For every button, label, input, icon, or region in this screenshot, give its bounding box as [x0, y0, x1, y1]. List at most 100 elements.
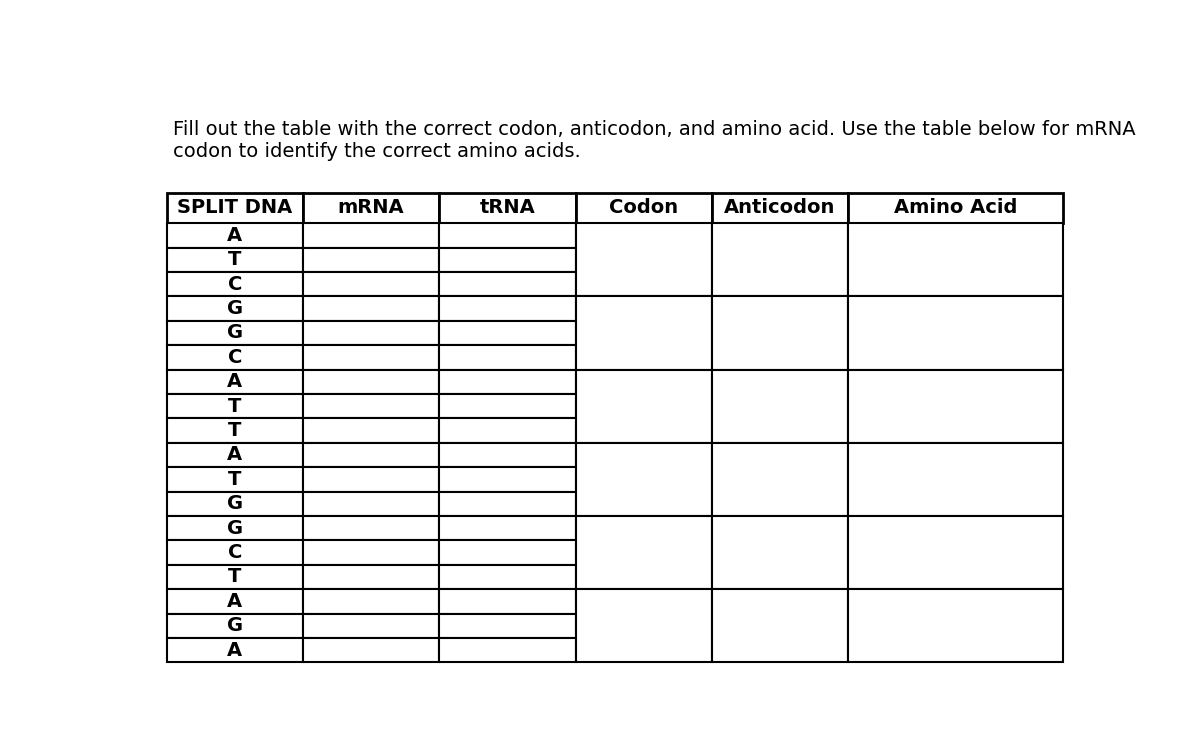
Bar: [712, 296, 848, 370]
Bar: [167, 467, 304, 491]
Bar: [304, 193, 439, 223]
Bar: [167, 272, 304, 296]
Bar: [304, 345, 439, 370]
Bar: [439, 638, 576, 662]
Text: tRNA: tRNA: [480, 198, 535, 218]
Bar: [304, 443, 439, 467]
Text: T: T: [228, 568, 241, 587]
Bar: [439, 589, 576, 614]
Bar: [848, 370, 1063, 443]
Text: G: G: [227, 494, 242, 513]
Bar: [576, 370, 712, 443]
Bar: [439, 345, 576, 370]
Bar: [167, 193, 304, 223]
Bar: [304, 394, 439, 418]
Text: mRNA: mRNA: [338, 198, 404, 218]
Bar: [304, 223, 439, 247]
Bar: [167, 491, 304, 516]
Text: T: T: [228, 397, 241, 416]
Bar: [439, 321, 576, 345]
Bar: [576, 589, 712, 662]
Bar: [304, 565, 439, 589]
Text: Amino Acid: Amino Acid: [894, 198, 1018, 218]
Bar: [439, 394, 576, 418]
Text: A: A: [227, 226, 242, 245]
Bar: [167, 614, 304, 638]
Bar: [576, 516, 712, 589]
Bar: [439, 272, 576, 296]
Bar: [712, 443, 848, 516]
Bar: [712, 516, 848, 589]
Text: G: G: [227, 299, 242, 318]
Text: G: G: [227, 616, 242, 635]
Bar: [439, 491, 576, 516]
Bar: [167, 516, 304, 541]
Bar: [167, 443, 304, 467]
Bar: [167, 394, 304, 418]
Bar: [439, 541, 576, 565]
Bar: [439, 193, 576, 223]
Bar: [848, 193, 1063, 223]
Bar: [712, 193, 848, 223]
Text: A: A: [227, 640, 242, 660]
Bar: [439, 223, 576, 247]
Bar: [439, 614, 576, 638]
Bar: [167, 223, 304, 247]
Bar: [712, 370, 848, 443]
Bar: [167, 589, 304, 614]
Text: SPLIT DNA: SPLIT DNA: [178, 198, 293, 218]
Bar: [167, 418, 304, 443]
Bar: [848, 296, 1063, 370]
Bar: [167, 296, 304, 321]
Bar: [167, 638, 304, 662]
Text: C: C: [228, 274, 242, 293]
Text: G: G: [227, 324, 242, 342]
Text: C: C: [228, 543, 242, 562]
Bar: [304, 418, 439, 443]
Bar: [304, 638, 439, 662]
Bar: [848, 516, 1063, 589]
Bar: [304, 467, 439, 491]
Bar: [304, 541, 439, 565]
Bar: [439, 516, 576, 541]
Bar: [304, 247, 439, 272]
Bar: [304, 491, 439, 516]
Bar: [439, 443, 576, 467]
Bar: [848, 223, 1063, 296]
Bar: [439, 418, 576, 443]
Bar: [848, 443, 1063, 516]
Text: T: T: [228, 421, 241, 440]
Bar: [439, 370, 576, 394]
Bar: [304, 321, 439, 345]
Bar: [576, 296, 712, 370]
Text: Codon: Codon: [610, 198, 678, 218]
Bar: [712, 223, 848, 296]
Text: A: A: [227, 592, 242, 611]
Bar: [304, 370, 439, 394]
Bar: [848, 589, 1063, 662]
Bar: [167, 565, 304, 589]
Text: T: T: [228, 469, 241, 489]
Text: A: A: [227, 372, 242, 392]
Bar: [304, 296, 439, 321]
Bar: [304, 272, 439, 296]
Bar: [167, 541, 304, 565]
Bar: [576, 443, 712, 516]
Bar: [576, 223, 712, 296]
Bar: [167, 321, 304, 345]
Bar: [167, 247, 304, 272]
Text: C: C: [228, 348, 242, 367]
Bar: [439, 296, 576, 321]
Text: Fill out the table with the correct codon, anticodon, and amino acid. Use the ta: Fill out the table with the correct codo…: [173, 120, 1136, 161]
Bar: [167, 370, 304, 394]
Text: G: G: [227, 519, 242, 538]
Bar: [712, 589, 848, 662]
Bar: [304, 589, 439, 614]
Bar: [167, 345, 304, 370]
Bar: [439, 565, 576, 589]
Bar: [439, 247, 576, 272]
Text: Anticodon: Anticodon: [725, 198, 835, 218]
Bar: [304, 614, 439, 638]
Bar: [304, 516, 439, 541]
Text: T: T: [228, 250, 241, 269]
